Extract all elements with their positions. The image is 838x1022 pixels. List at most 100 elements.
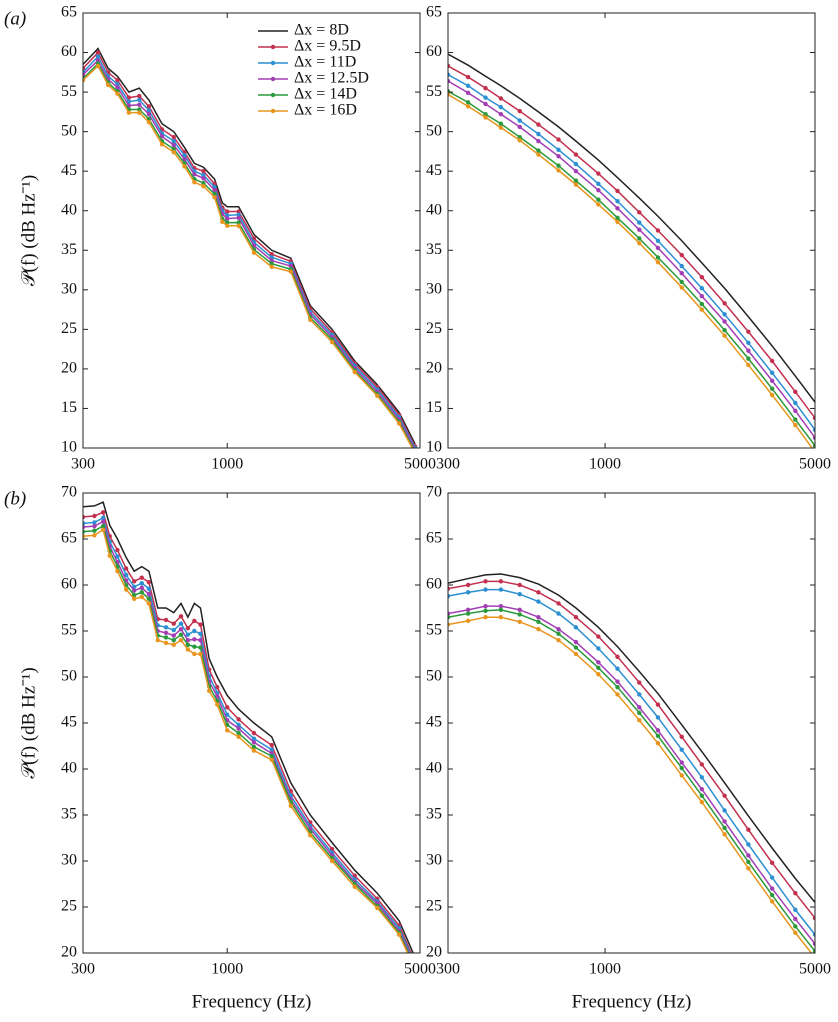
point [236,223,241,228]
point [793,924,798,929]
point [225,705,230,710]
point [185,632,191,637]
point [251,250,257,255]
point [679,252,684,258]
point [465,618,471,624]
point [769,386,775,391]
point [769,378,775,383]
point [746,340,751,346]
point [83,524,86,530]
series-line [83,64,414,448]
point [615,206,620,211]
point [123,587,129,592]
point [536,619,541,624]
point [132,588,137,593]
plot-area [448,53,815,448]
point [793,907,798,912]
point [498,579,504,584]
point [699,775,705,780]
point [573,625,579,630]
point [100,519,106,524]
y-tick-label: 45 [61,162,77,179]
point [573,168,579,174]
y-tick-label: 55 [61,622,77,639]
y-tick-label: 65 [61,4,77,21]
point [139,590,144,595]
point [83,514,86,520]
x-axis-label: Frequency (Hz) [572,991,692,1012]
point [722,793,727,798]
series-line [83,59,416,448]
point [251,730,257,736]
y-tick-label: 25 [61,898,77,915]
point [746,866,751,871]
point [163,630,169,636]
point [699,293,705,299]
point [465,590,471,595]
y-tick-label: 60 [426,576,442,593]
point [517,118,522,123]
series-line [448,580,815,919]
legend-label: Δx = 8D [294,22,349,39]
point [465,104,471,109]
point [171,138,176,144]
point [498,615,504,620]
point [637,227,642,232]
point [746,356,751,361]
point [225,728,230,733]
point [615,215,620,221]
point [105,82,111,88]
point [596,197,601,202]
point [201,172,206,178]
point [139,580,144,586]
legend-marker [270,44,276,50]
point [517,134,522,140]
point [163,617,169,623]
point [746,827,751,832]
point [573,651,579,657]
x-tick-label: 300 [436,961,460,978]
point [793,422,798,428]
point [655,741,661,746]
point [178,621,184,626]
point [236,734,241,739]
point [251,748,257,753]
series-line [83,520,411,953]
point [793,891,798,896]
y-tick-label: 45 [426,714,442,731]
y-tick-label: 10 [61,439,77,456]
point [573,639,579,645]
point [192,637,197,642]
point [769,875,775,880]
point [615,692,620,697]
point [396,932,402,937]
point [465,74,471,80]
point [536,599,541,604]
point [100,510,106,515]
point [615,199,620,204]
y-tick-label: 65 [426,4,442,21]
point [212,195,217,200]
y-axis-label: 𝒫(f) (dB Hz⁻¹) [18,667,39,778]
point [793,400,798,406]
point [198,645,203,650]
x-tick-label: 300 [436,456,460,473]
point [596,187,601,193]
point [655,245,661,251]
point [146,108,152,113]
point [115,85,120,90]
legend-marker [270,76,276,82]
point [182,164,187,169]
y-tick-label: 25 [426,320,442,337]
point [83,78,86,83]
x-tick-label: 300 [71,456,95,473]
point [236,722,241,728]
point [536,122,541,127]
point [615,679,620,684]
point [812,443,815,448]
series-line [448,588,815,936]
point [308,833,313,838]
point [722,333,727,338]
y-tick-label: 70 [61,484,77,501]
series-line [448,93,814,448]
